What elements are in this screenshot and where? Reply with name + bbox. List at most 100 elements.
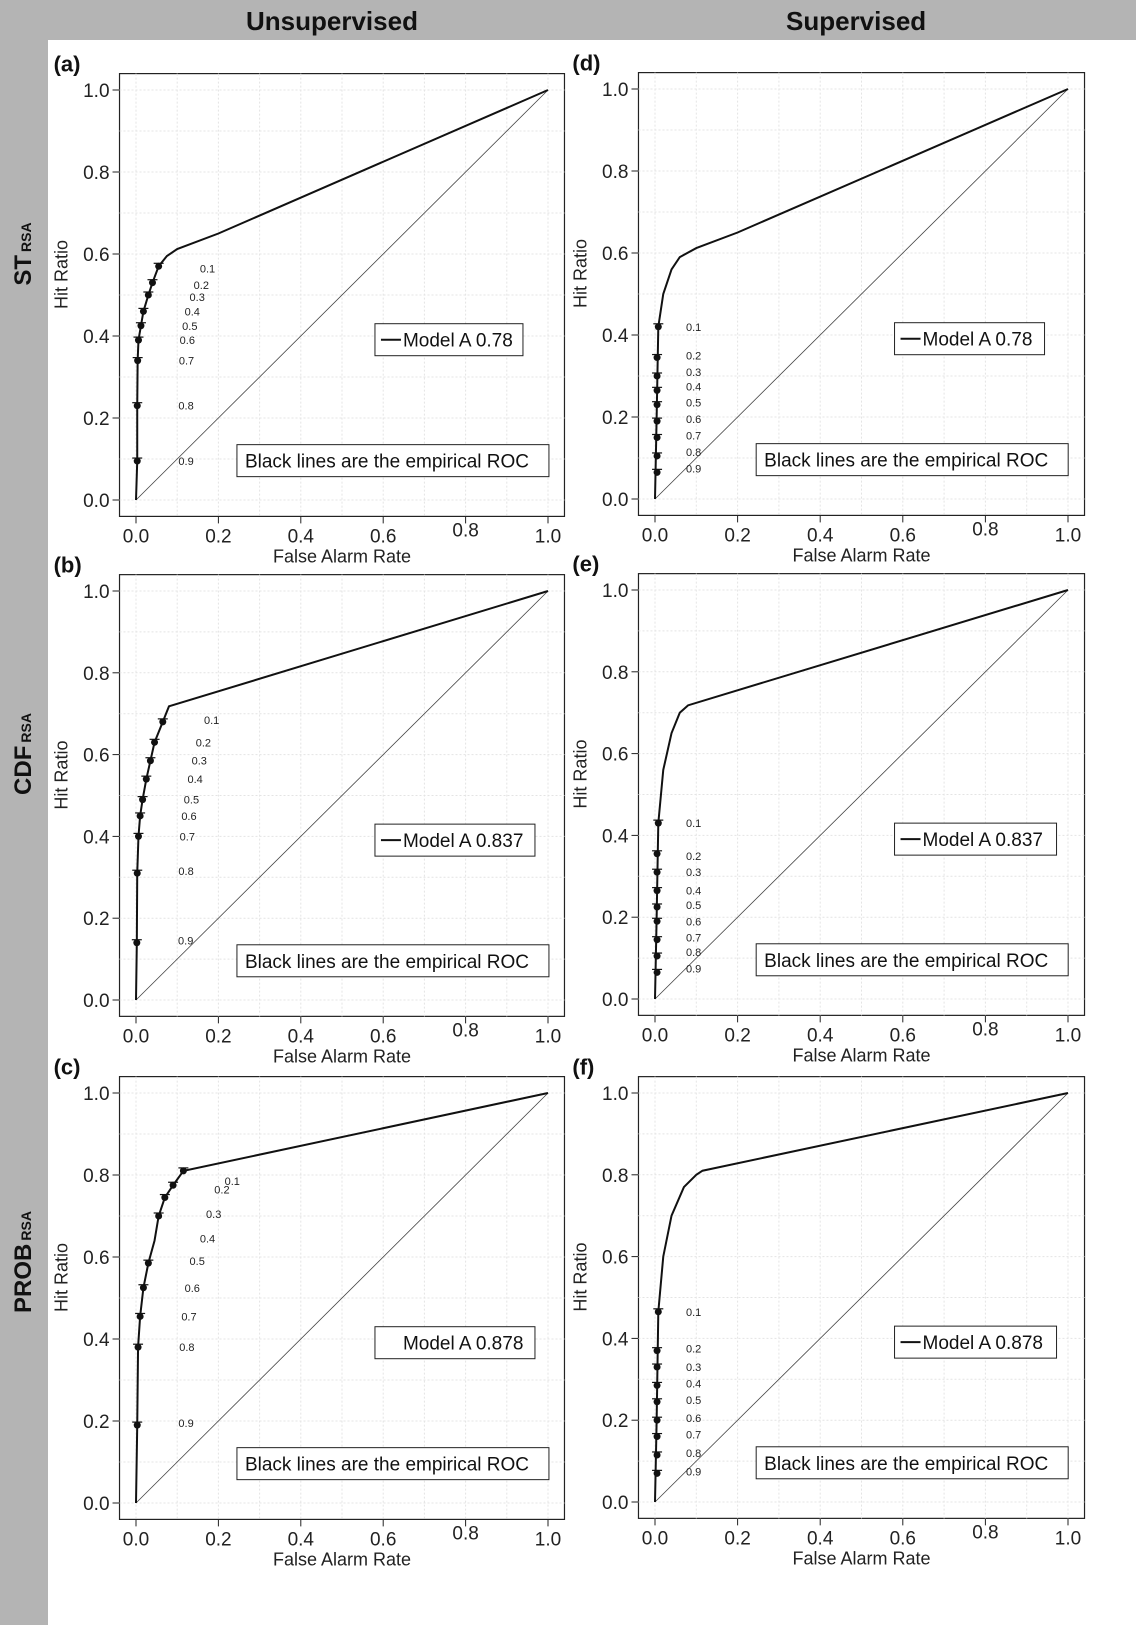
threshold-label: 0.2 — [214, 1184, 229, 1196]
x-axis-label: False Alarm Rate — [792, 1548, 930, 1568]
threshold-point — [142, 775, 150, 783]
legend-label: Model A 0.837 — [403, 831, 523, 852]
threshold-point — [653, 850, 661, 858]
threshold-label: 0.4 — [185, 306, 200, 318]
y-tick-label: 0.0 — [83, 1494, 109, 1515]
threshold-point — [136, 1312, 144, 1320]
y-axis-label: Hit Ratio — [570, 740, 590, 809]
y-tick-label: 0.8 — [83, 1166, 109, 1187]
threshold-label: 0.6 — [181, 811, 196, 823]
y-tick-label: 0.2 — [83, 1412, 109, 1433]
threshold-point — [653, 1433, 661, 1441]
x-tick-label: 0.8 — [972, 1019, 998, 1040]
threshold-label: 0.4 — [200, 1234, 215, 1246]
threshold-point — [653, 1398, 661, 1406]
panel-label: (b) — [54, 553, 82, 578]
threshold-point — [653, 1451, 661, 1459]
threshold-point — [653, 1381, 661, 1389]
x-tick-label: 0.4 — [288, 526, 315, 547]
column-title-unsupervised: Unsupervised — [246, 6, 418, 36]
threshold-label: 0.5 — [686, 398, 701, 410]
x-tick-label: 0.4 — [288, 1529, 315, 1550]
threshold-point — [139, 307, 147, 315]
chance-diagonal — [135, 1092, 549, 1504]
threshold-point — [653, 417, 661, 425]
y-tick-label: 0.4 — [602, 1329, 629, 1350]
threshold-point — [144, 1259, 152, 1267]
y-tick-label: 0.2 — [83, 909, 109, 930]
y-tick-label: 0.6 — [83, 245, 109, 266]
threshold-point — [653, 1347, 661, 1355]
x-tick-label: 0.6 — [890, 1528, 916, 1549]
threshold-label: 0.2 — [194, 280, 209, 292]
threshold-point — [134, 336, 142, 344]
threshold-label: 0.3 — [686, 1362, 701, 1374]
x-axis-label: False Alarm Rate — [792, 1045, 930, 1065]
roc-curve — [135, 89, 549, 501]
note-text: Black lines are the empirical ROC — [245, 452, 529, 473]
threshold-label: 0.6 — [180, 335, 195, 347]
threshold-label: 0.5 — [686, 900, 701, 912]
threshold-point — [161, 1194, 169, 1202]
x-tick-label: 0.8 — [452, 1020, 478, 1041]
y-tick-label: 0.8 — [602, 663, 628, 684]
threshold-label: 0.5 — [184, 795, 199, 807]
y-tick-label: 0.4 — [602, 826, 629, 847]
threshold-point — [133, 869, 141, 877]
x-tick-label: 0.4 — [807, 1025, 834, 1046]
y-tick-label: 0.6 — [83, 1248, 109, 1269]
y-tick-label: 0.6 — [602, 244, 628, 265]
column-header-band — [0, 0, 1136, 40]
x-tick-label: 0.2 — [205, 1529, 231, 1550]
threshold-label: 0.8 — [686, 1448, 701, 1460]
note-box — [236, 444, 550, 478]
legend-label: Model A 0.837 — [923, 830, 1043, 851]
threshold-point — [653, 952, 661, 960]
x-axis-label: False Alarm Rate — [273, 1046, 411, 1066]
x-axis-label: False Alarm Rate — [792, 545, 930, 565]
threshold-label: 0.1 — [200, 263, 215, 275]
threshold-label: 0.8 — [178, 401, 193, 413]
threshold-label: 0.1 — [225, 1176, 240, 1188]
threshold-point — [179, 1167, 187, 1175]
legend-label: Model A 0.78 — [923, 330, 1033, 351]
x-tick-label: 0.4 — [807, 525, 834, 546]
y-tick-label: 0.0 — [83, 991, 109, 1012]
y-tick-label: 1.0 — [83, 582, 109, 603]
y-tick-label: 0.2 — [602, 908, 628, 929]
threshold-point — [169, 1181, 177, 1189]
threshold-label: 0.7 — [686, 430, 701, 442]
chance-diagonal — [654, 589, 1069, 1000]
threshold-label: 0.6 — [686, 414, 701, 426]
x-tick-label: 1.0 — [1055, 525, 1081, 546]
threshold-label: 0.9 — [686, 963, 701, 975]
x-tick-label: 0.6 — [890, 1025, 916, 1046]
threshold-point — [139, 1284, 147, 1292]
y-tick-label: 0.8 — [83, 664, 109, 685]
threshold-point — [653, 968, 661, 976]
threshold-label: 0.8 — [178, 866, 193, 878]
x-tick-label: 0.4 — [288, 1026, 315, 1047]
legend-box — [894, 1325, 1058, 1359]
roc-panel: (e) 0.0 0.2 0.4 0.6 0.8 1.0 0.0 0.2 0.4 0.6 0.8 1.0 F… — [570, 552, 1086, 1065]
threshold-label: 0.4 — [188, 774, 203, 786]
y-tick-label: 1.0 — [83, 1084, 109, 1105]
note-box — [755, 943, 1069, 977]
threshold-point — [137, 322, 145, 330]
threshold-point — [653, 1416, 661, 1424]
threshold-point — [654, 323, 662, 331]
threshold-label: 0.8 — [686, 447, 701, 459]
threshold-label: 0.4 — [686, 381, 701, 393]
x-axis-label: False Alarm Rate — [273, 546, 411, 566]
y-tick-label: 0.4 — [83, 1330, 110, 1351]
panel-label: (f) — [572, 1055, 594, 1080]
threshold-label: 0.9 — [178, 456, 193, 468]
x-tick-label: 0.0 — [642, 1528, 668, 1549]
legend-label: Model A 0.878 — [403, 1334, 523, 1355]
threshold-label: 0.3 — [190, 292, 205, 304]
threshold-label: 0.4 — [686, 1378, 701, 1390]
x-tick-label: 0.2 — [724, 525, 750, 546]
y-tick-label: 0.0 — [602, 490, 628, 511]
